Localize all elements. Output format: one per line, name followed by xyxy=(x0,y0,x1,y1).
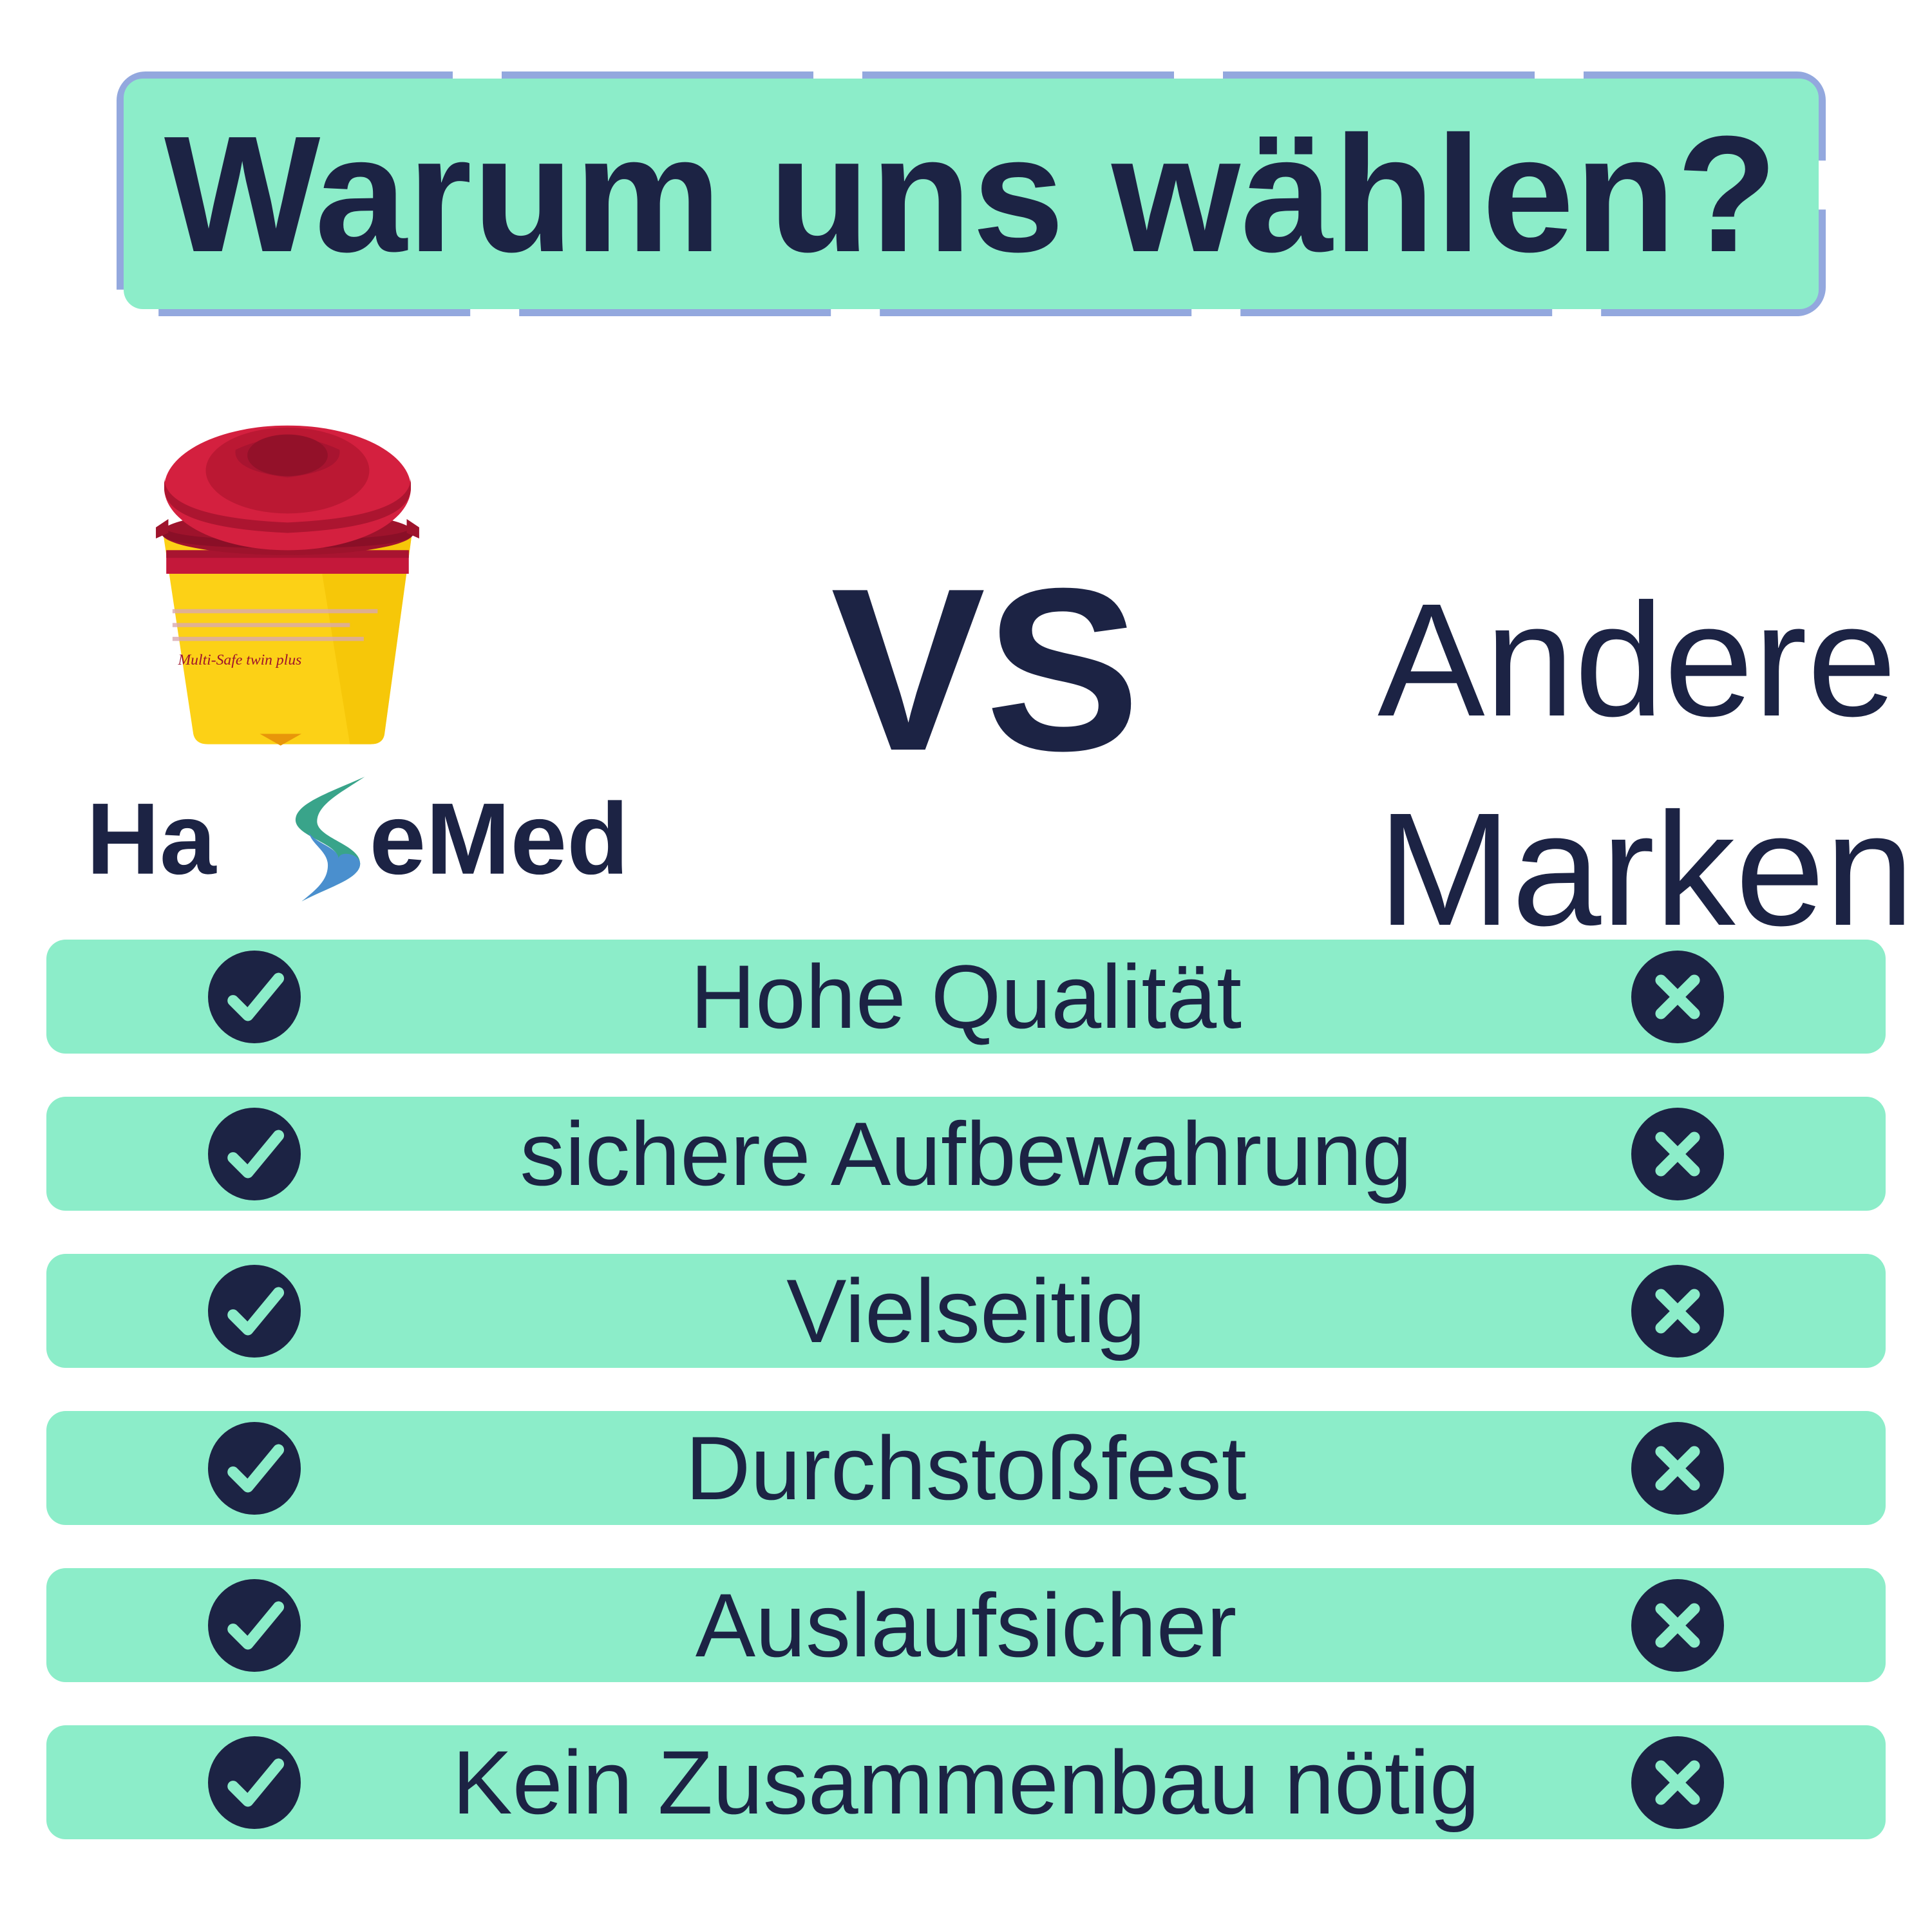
svg-text:Ha: Ha xyxy=(86,782,217,896)
svg-text:eMed: eMed xyxy=(370,782,629,896)
svg-text:Multi-Safe twin plus: Multi-Safe twin plus xyxy=(177,652,301,668)
